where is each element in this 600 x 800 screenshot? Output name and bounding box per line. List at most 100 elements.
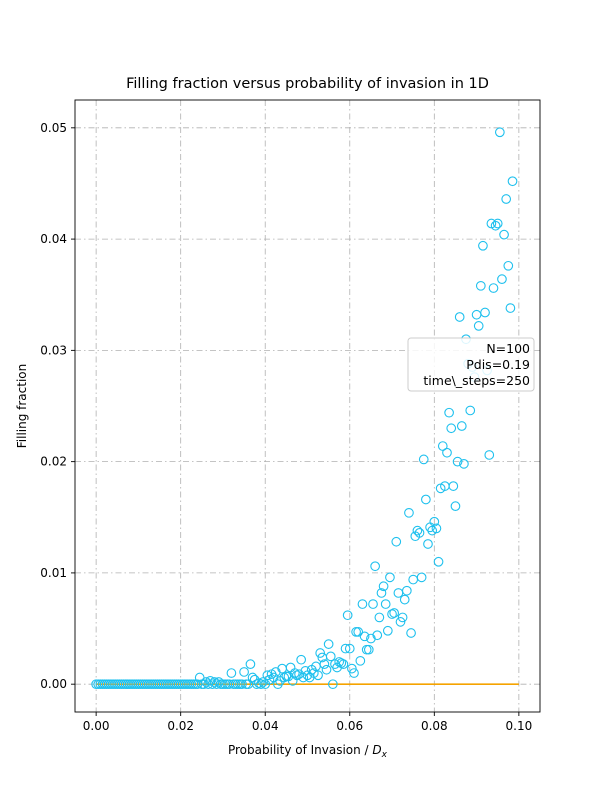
scatter-point <box>279 672 290 683</box>
scatter-point <box>289 668 300 678</box>
scatter-point <box>338 659 349 670</box>
y-axis-label: Filling fraction <box>15 364 29 449</box>
scatter-point <box>393 588 404 598</box>
scatter-point <box>366 633 376 644</box>
scatter-point <box>444 407 454 418</box>
scatter-point <box>368 599 378 609</box>
scatter-point <box>465 405 476 416</box>
x-axis-ticks: 0.00 0.02 0.04 0.06 0.08 0.10 <box>83 712 532 733</box>
scatter-point <box>385 572 395 583</box>
scatter-point <box>387 609 397 619</box>
scatter-point <box>414 528 425 538</box>
scatter-point <box>456 421 467 431</box>
scatter-point <box>245 659 256 670</box>
scatter-point <box>262 670 273 681</box>
x-axis-label-text: Probability of Invasion / <box>228 743 372 757</box>
scatter-point <box>363 644 374 655</box>
scatter-point <box>374 612 385 623</box>
scatter-point <box>399 594 410 605</box>
scatter-point <box>488 283 499 293</box>
scatter-point <box>328 679 338 690</box>
y-tick-label: 0.02 <box>40 455 67 469</box>
scatter-point <box>355 655 366 666</box>
x-tick-label: 0.06 <box>336 719 363 733</box>
scatter-point <box>401 585 412 596</box>
x-tick-label: 0.00 <box>83 719 110 733</box>
y-tick-label: 0.05 <box>40 121 67 135</box>
scatter-point <box>494 127 505 138</box>
scatter-point <box>357 599 368 609</box>
scatter-point <box>237 679 247 690</box>
annotation-time-steps: time\_steps=250 <box>423 373 530 388</box>
scatter-point <box>406 628 416 638</box>
scatter-point <box>353 627 364 637</box>
annotation-pdis: Pdis=0.19 <box>466 357 530 372</box>
x-axis-label-math: D <box>372 743 381 757</box>
y-tick-label: 0.00 <box>40 677 67 691</box>
scatter-point <box>454 312 465 322</box>
scatter-point <box>292 670 302 681</box>
annotation-n: N=100 <box>486 341 530 356</box>
scatter-point <box>490 220 501 231</box>
scatter-point <box>459 459 469 469</box>
scatter-point <box>359 631 370 642</box>
scatter-point <box>480 307 490 318</box>
scatter-point <box>431 523 442 534</box>
scatter-point <box>340 643 351 654</box>
scatter-point <box>321 664 332 675</box>
scatter-point <box>391 536 402 547</box>
scatter-point <box>503 260 514 271</box>
scatter-point <box>256 679 266 690</box>
chart-title: Filling fraction versus probability of i… <box>126 76 489 92</box>
scatter-point <box>421 494 431 505</box>
scatter-point <box>226 668 237 678</box>
scatter-point <box>349 668 359 678</box>
scatter-point <box>347 663 357 674</box>
annotation-box: N=100 Pdis=0.19 time\_steps=250 <box>407 337 535 392</box>
x-tick-label: 0.10 <box>506 719 533 733</box>
scatter-point <box>446 423 457 434</box>
scatter-point <box>452 456 463 467</box>
scatter-point <box>389 608 400 618</box>
scatter-point <box>319 659 330 670</box>
scatter-point <box>397 612 408 623</box>
scatter-point <box>501 194 512 204</box>
scatter-point <box>433 556 444 567</box>
scatter-point <box>418 454 429 465</box>
scatter-point <box>473 321 484 331</box>
scatter-point <box>361 644 372 655</box>
scatter-point <box>416 572 427 583</box>
scatter-point <box>448 481 459 491</box>
y-tick-label: 0.01 <box>40 566 67 580</box>
scatter-point <box>507 176 518 187</box>
scatter-point <box>395 617 406 627</box>
x-tick-label: 0.08 <box>421 719 448 733</box>
scatter-point <box>478 240 488 251</box>
scatter-points <box>91 127 518 690</box>
scatter-point <box>471 309 482 320</box>
scatter-point <box>442 447 452 458</box>
scatter-point <box>505 303 516 313</box>
x-tick-label: 0.04 <box>252 719 279 733</box>
scatter-point <box>429 516 440 527</box>
scatter-point <box>254 678 264 688</box>
scatter-point <box>423 539 433 549</box>
y-tick-label: 0.03 <box>40 343 67 357</box>
scatter-point <box>323 639 334 649</box>
scatter-point <box>344 643 355 654</box>
y-tick-label: 0.04 <box>40 232 67 246</box>
scatter-point <box>270 667 281 677</box>
scatter-point <box>412 525 423 536</box>
scatter-point <box>497 274 507 284</box>
scatter-point <box>382 625 393 636</box>
scatter-point <box>239 667 249 677</box>
scatter-point <box>499 229 509 240</box>
x-axis-label: Probability of Invasion / Dx <box>228 743 388 760</box>
scatter-point <box>315 648 326 658</box>
scatter-point <box>336 658 347 668</box>
scatter-point <box>380 599 391 609</box>
x-tick-label: 0.02 <box>167 719 194 733</box>
scatter-point <box>404 507 414 518</box>
scatter-point <box>484 450 495 460</box>
